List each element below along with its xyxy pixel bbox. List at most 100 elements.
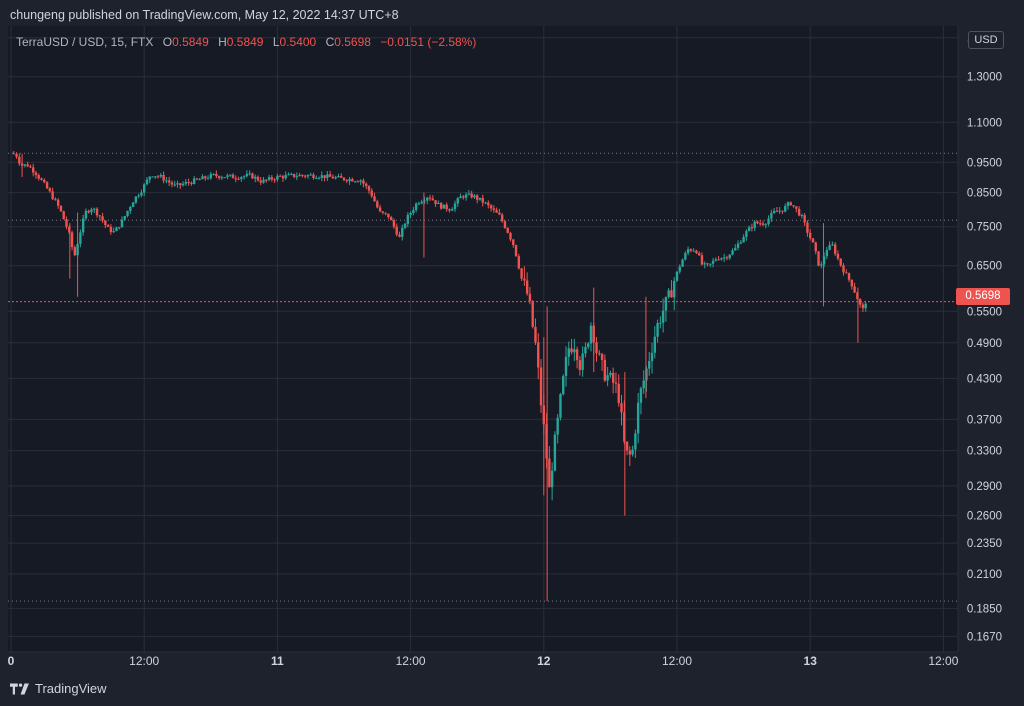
candle-body <box>698 253 701 256</box>
candle-body <box>356 181 360 183</box>
candle-body <box>795 206 798 209</box>
candle-body <box>606 375 609 381</box>
candle-body <box>828 245 831 250</box>
candle-body <box>198 179 201 181</box>
candle-body <box>548 458 551 488</box>
candle-body <box>323 175 326 179</box>
candle-body <box>470 193 473 198</box>
candle-body <box>303 175 307 177</box>
candle-body <box>631 449 634 455</box>
candle-body <box>62 211 65 220</box>
candle-body <box>473 195 476 198</box>
candle-body <box>770 213 773 219</box>
candle-body <box>650 352 654 362</box>
candle-body <box>37 175 40 179</box>
candle-body <box>73 247 77 256</box>
candle-body <box>140 192 143 196</box>
y-tick-label: 0.3300 <box>967 446 1002 458</box>
y-tick-label: 1.3000 <box>967 72 1002 84</box>
candle-body <box>517 256 521 269</box>
candle-body <box>467 193 471 195</box>
candle-body <box>595 342 598 354</box>
candle-body <box>43 179 46 183</box>
candle-body <box>514 245 518 257</box>
candle-body <box>151 176 154 178</box>
candle-body <box>778 210 781 212</box>
candle-body <box>359 180 362 182</box>
candle-body <box>387 213 390 218</box>
candle-body <box>156 176 160 178</box>
candle-body <box>448 209 451 211</box>
y-tick-label: 0.7500 <box>967 222 1002 234</box>
candle-body <box>431 198 434 201</box>
candle-body <box>661 310 665 323</box>
candle-body <box>459 196 462 199</box>
candle-body <box>506 227 509 233</box>
candle-body <box>184 182 188 184</box>
candle-body <box>731 250 734 255</box>
candle-body <box>287 174 290 176</box>
x-tick-label: 12:00 <box>396 654 426 668</box>
y-tick-label: 0.6500 <box>967 261 1002 273</box>
candle-body <box>109 226 113 233</box>
candle-body <box>525 280 529 294</box>
candle-body <box>811 238 815 243</box>
candle-body <box>484 202 487 204</box>
candle-body <box>351 179 354 182</box>
candle-body <box>587 343 590 347</box>
candle-body <box>537 342 540 368</box>
candle-body <box>306 175 310 177</box>
candle-body <box>15 153 18 157</box>
candle-body <box>284 175 287 179</box>
candle-body <box>195 178 199 180</box>
candle-body <box>167 180 171 183</box>
candle-body <box>556 417 559 435</box>
candle-body <box>106 225 110 227</box>
symbol-label[interactable]: TerraUSD / USD, 15, FTX <box>16 35 154 49</box>
y-tick-label: 0.2900 <box>967 481 1002 493</box>
candle-body <box>717 259 720 261</box>
x-tick-label: 12:00 <box>129 654 159 668</box>
candle-body <box>389 217 393 221</box>
candle-body <box>281 176 285 179</box>
last-price-tag: 0.5698 <box>956 288 1010 305</box>
low-value: 0.5400 <box>279 35 317 49</box>
candle-body <box>290 173 293 175</box>
candle-body <box>498 212 501 215</box>
candle-body <box>709 263 712 265</box>
candle-body <box>337 176 340 178</box>
candle-body <box>809 232 812 239</box>
candle-body <box>858 299 862 305</box>
candle-body <box>845 272 848 274</box>
candle-body <box>531 300 534 327</box>
candle-body <box>220 177 224 179</box>
candle-body <box>29 166 32 168</box>
candle-body <box>334 177 337 179</box>
candle-body <box>131 202 135 208</box>
y-tick-label: 0.2600 <box>967 511 1002 523</box>
candle-body <box>273 179 276 181</box>
candle-body <box>648 361 651 369</box>
candle-body <box>864 303 867 309</box>
candle-body <box>126 210 129 217</box>
candle-body <box>584 346 587 354</box>
candle-body <box>298 174 301 177</box>
open-label: O <box>162 35 173 49</box>
candle-body <box>739 242 743 244</box>
candle-body <box>784 206 787 212</box>
currency-button[interactable]: USD <box>968 31 1004 49</box>
candle-body <box>54 199 57 201</box>
candle-body <box>509 232 512 240</box>
candle-body <box>792 205 795 207</box>
plot-area[interactable] <box>8 26 958 652</box>
candle-body <box>428 197 432 199</box>
candle-body <box>803 215 806 223</box>
candle-body <box>573 349 576 353</box>
candle-body <box>81 218 85 233</box>
candle-body <box>600 353 604 360</box>
candle-body <box>259 180 262 183</box>
candle-body <box>589 325 593 344</box>
candle-body <box>70 232 74 248</box>
candle-body <box>767 218 770 225</box>
